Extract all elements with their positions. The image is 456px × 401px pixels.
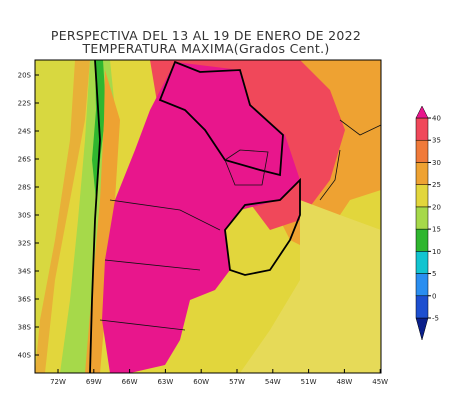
lon-label: 57W — [229, 378, 245, 386]
map-frame — [34, 59, 382, 374]
colorbar-label: 15 — [432, 226, 441, 234]
lat-label: 34S — [18, 268, 32, 276]
lat-label: 38S — [18, 324, 32, 332]
colorbar-segment — [415, 139, 429, 163]
lat-label: 32S — [18, 240, 32, 248]
colorbar-end — [415, 105, 429, 119]
lon-label: 69W — [86, 378, 102, 386]
colorbar-segment — [415, 162, 429, 185]
colorbar-segment — [415, 228, 429, 252]
lon-label: 66W — [122, 378, 138, 386]
colorbar-label: 20 — [432, 203, 441, 211]
colorbar-label: 25 — [432, 181, 441, 189]
border-uruguay — [224, 177, 301, 276]
lat-label: 24S — [18, 128, 32, 136]
lon-label: 72W — [50, 378, 66, 386]
colorbar-segment — [415, 251, 429, 274]
border-chile — [89, 60, 101, 373]
colorbar-segment — [415, 273, 429, 297]
subtitle: TEMPERATURA MAXIMA(Grados Cent.) — [81, 41, 329, 56]
colorbar-segment — [415, 295, 429, 319]
lon-label: 45W — [372, 378, 388, 386]
lon-label: 51W — [301, 378, 317, 386]
colorbar-label: 5 — [432, 270, 436, 278]
title: PERSPECTIVA DEL 13 AL 19 DE ENERO DE 202… — [51, 28, 361, 43]
colorbar-label: 40 — [432, 115, 441, 123]
atlantic-field — [240, 200, 381, 373]
colorbar-segment — [415, 184, 429, 208]
colorbar-label: 35 — [432, 137, 441, 145]
lon-label: 48W — [336, 378, 352, 386]
colorbar-segment — [415, 117, 429, 141]
lat-label: 22S — [18, 100, 32, 108]
lon-label: 54W — [265, 378, 281, 386]
colorbar-label: -5 — [432, 315, 439, 323]
pacific-field — [35, 60, 75, 373]
lon-label: 60W — [193, 378, 209, 386]
lat-label: 28S — [18, 184, 32, 192]
andes-orange — [85, 70, 120, 373]
lat-label: 26S — [18, 156, 32, 164]
colorbar-label: 10 — [432, 248, 441, 256]
lat-label: 20S — [18, 72, 32, 80]
colorbar-label: 0 — [432, 292, 436, 300]
lon-label: 63W — [157, 378, 173, 386]
colorbar-end — [415, 317, 429, 341]
map-area — [34, 59, 382, 374]
border-paraguay-bolivia — [158, 60, 284, 177]
border-misiones — [224, 149, 269, 186]
lat-label: 36S — [18, 296, 32, 304]
hot-region — [102, 62, 300, 373]
colorbar-label: 30 — [432, 159, 441, 167]
colorbar-segment — [415, 206, 429, 230]
province-borders — [99, 119, 381, 331]
lat-label: 30S — [18, 212, 32, 220]
lat-label: 40S — [18, 352, 32, 360]
